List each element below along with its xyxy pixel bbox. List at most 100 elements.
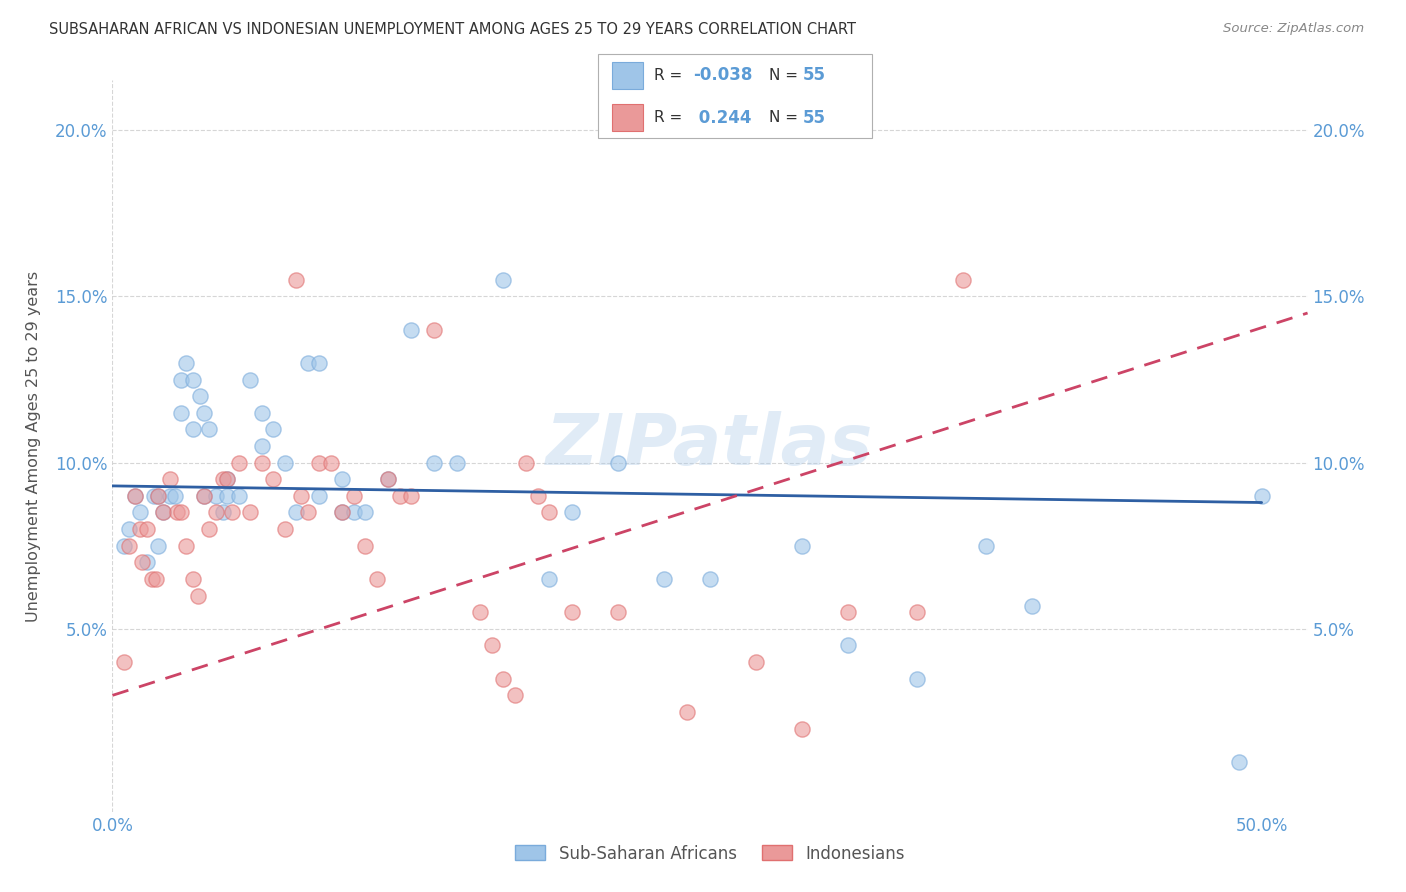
Point	[1250, 489, 1272, 503]
Point	[1227, 755, 1250, 769]
Legend: Sub-Saharan Africans, Indonesians: Sub-Saharan Africans, Indonesians	[509, 838, 911, 869]
Point	[181, 572, 204, 586]
Point	[285, 273, 308, 287]
Point	[217, 472, 239, 486]
Point	[217, 472, 239, 486]
Point	[228, 456, 250, 470]
Point	[148, 489, 170, 503]
Point	[652, 572, 675, 586]
Point	[221, 506, 243, 520]
Point	[166, 506, 188, 520]
Point	[136, 522, 159, 536]
Point	[129, 522, 152, 536]
Point	[837, 639, 859, 653]
Text: ZIPatlas: ZIPatlas	[547, 411, 873, 481]
Point	[308, 356, 330, 370]
Text: -0.038: -0.038	[693, 66, 752, 85]
Point	[952, 273, 974, 287]
Point	[319, 456, 342, 470]
Point	[239, 372, 262, 386]
Point	[124, 489, 146, 503]
Point	[148, 489, 170, 503]
Point	[377, 472, 399, 486]
Point	[141, 572, 163, 586]
Point	[211, 472, 233, 486]
Point	[607, 456, 630, 470]
Point	[905, 605, 928, 619]
Point	[308, 456, 330, 470]
Point	[330, 506, 353, 520]
Point	[470, 605, 492, 619]
Point	[163, 489, 186, 503]
Point	[699, 572, 721, 586]
Point	[193, 489, 215, 503]
Point	[142, 489, 165, 503]
Point	[250, 439, 273, 453]
Point	[401, 323, 423, 337]
Point	[905, 672, 928, 686]
Point	[188, 389, 211, 403]
Point	[239, 506, 262, 520]
Point	[492, 273, 515, 287]
Point	[145, 572, 167, 586]
Point	[297, 506, 319, 520]
Point	[193, 489, 215, 503]
Point	[274, 522, 297, 536]
Point	[117, 539, 139, 553]
Text: N =: N =	[769, 68, 803, 83]
Point	[401, 489, 423, 503]
Point	[423, 456, 446, 470]
Point	[112, 655, 135, 669]
Point	[136, 555, 159, 569]
Point	[538, 572, 561, 586]
Point	[205, 506, 228, 520]
Text: Source: ZipAtlas.com: Source: ZipAtlas.com	[1223, 22, 1364, 36]
Point	[205, 489, 228, 503]
Point	[181, 372, 204, 386]
Point	[354, 539, 377, 553]
Point	[159, 489, 181, 503]
Point	[526, 489, 548, 503]
Point	[354, 506, 377, 520]
Point	[131, 555, 153, 569]
Text: N =: N =	[769, 111, 803, 125]
Text: R =: R =	[654, 68, 688, 83]
Point	[262, 422, 284, 436]
Y-axis label: Unemployment Among Ages 25 to 29 years: Unemployment Among Ages 25 to 29 years	[27, 270, 41, 622]
Point	[159, 472, 181, 486]
Point	[262, 472, 284, 486]
Point	[193, 406, 215, 420]
Point	[503, 689, 526, 703]
Point	[124, 489, 146, 503]
Point	[446, 456, 468, 470]
Point	[515, 456, 537, 470]
Point	[181, 422, 204, 436]
Point	[129, 506, 152, 520]
Text: 0.244: 0.244	[693, 109, 752, 127]
Point	[330, 472, 353, 486]
Point	[250, 406, 273, 420]
Point	[974, 539, 997, 553]
Point	[217, 489, 239, 503]
Point	[790, 722, 813, 736]
Text: R =: R =	[654, 111, 688, 125]
Point	[198, 522, 221, 536]
Point	[308, 489, 330, 503]
Point	[211, 506, 233, 520]
Point	[186, 589, 208, 603]
Text: 55: 55	[803, 109, 825, 127]
Point	[837, 605, 859, 619]
Point	[170, 372, 193, 386]
Point	[607, 605, 630, 619]
Point	[481, 639, 503, 653]
Point	[174, 356, 197, 370]
Point	[198, 422, 221, 436]
Point	[174, 539, 197, 553]
Point	[285, 506, 308, 520]
Point	[561, 605, 583, 619]
Point	[274, 456, 297, 470]
Point	[790, 539, 813, 553]
Point	[538, 506, 561, 520]
Text: 55: 55	[803, 66, 825, 85]
Point	[676, 705, 699, 719]
